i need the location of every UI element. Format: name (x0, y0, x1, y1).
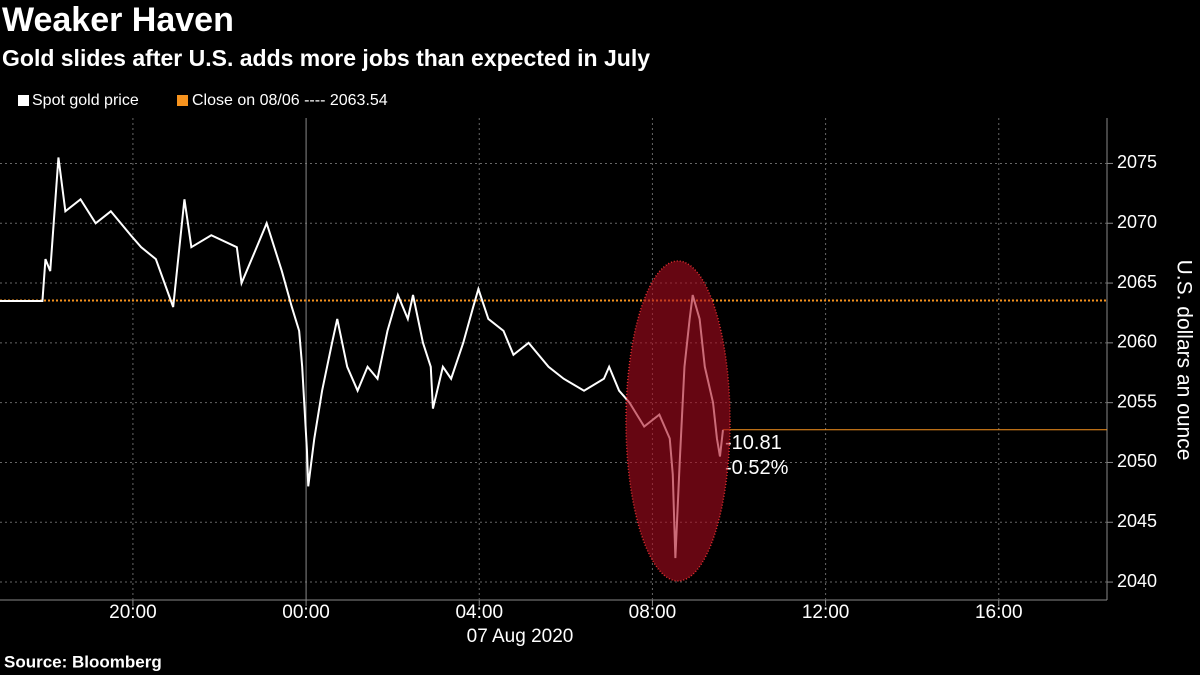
legend-label: Spot gold price (32, 92, 139, 109)
y-tick-label: 2075 (1117, 152, 1157, 172)
legend-label: Close on 08/06 ---- (192, 92, 325, 109)
x-tick-label: 20:00 (109, 602, 157, 623)
x-axis-label: 07 Aug 2020 (467, 626, 574, 647)
x-tick-label: 04:00 (455, 602, 503, 623)
x-tick-label: 12:00 (802, 602, 850, 623)
x-tick-label: 00:00 (282, 602, 330, 623)
legend-swatch (18, 95, 29, 106)
annotation: -10.81 (725, 432, 782, 454)
y-tick-label: 2065 (1117, 272, 1157, 292)
y-axis-label: U.S. dollars an ounce (1172, 260, 1195, 461)
y-tick-label: 2050 (1117, 451, 1157, 471)
chart-subtitle: Gold slides after U.S. adds more jobs th… (2, 45, 650, 71)
legend-swatch (177, 95, 188, 106)
annotation: -0.52% (725, 457, 789, 479)
y-tick-label: 2040 (1117, 571, 1157, 591)
source: Source: Bloomberg (4, 652, 162, 671)
x-tick-label: 16:00 (975, 602, 1023, 623)
y-tick-label: 2055 (1117, 391, 1157, 411)
highlight (625, 260, 731, 582)
x-tick-label: 08:00 (629, 602, 677, 623)
chart-title: Weaker Haven (2, 1, 234, 39)
legend-value: 2063.54 (330, 92, 388, 109)
y-tick-label: 2045 (1117, 511, 1157, 531)
y-tick-label: 2070 (1117, 212, 1157, 232)
legend-label: Close on 08/06 ---- 2063.54 (192, 92, 388, 109)
y-tick-label: 2060 (1117, 332, 1157, 352)
